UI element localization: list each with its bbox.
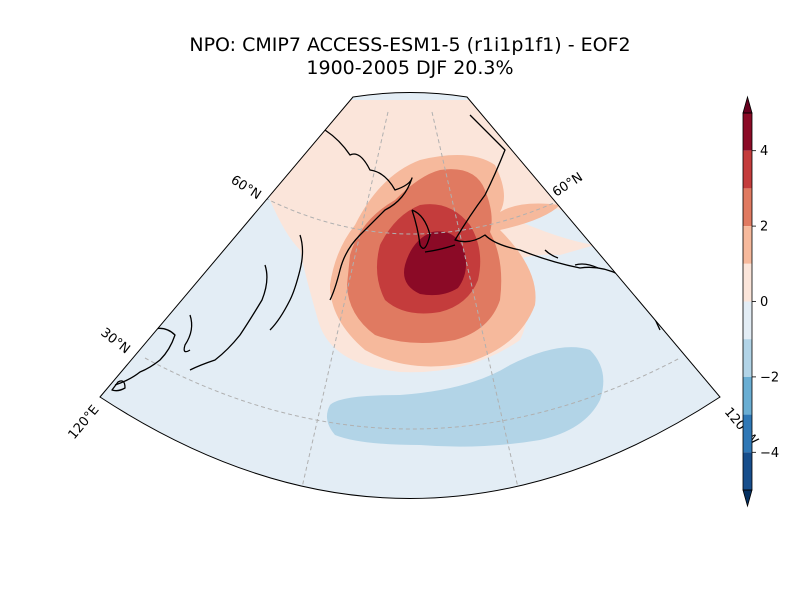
colorbar-level-1	[743, 150, 752, 189]
label-lon-120e: 120°E	[66, 403, 103, 443]
colorbar-tick-label-4: −4	[760, 446, 779, 461]
map-title: NPO: CMIP7 ACCESS-ESM1-5 (r1i1p1f1) - EO…	[0, 34, 800, 80]
coast-aleutians	[424, 244, 456, 253]
coast-siberia	[324, 129, 413, 301]
anomaly-band-neg-1-2	[326, 347, 604, 447]
label-lat-60-right: 60°N	[550, 170, 586, 200]
title-line-2: 1900-2005 DJF 20.3%	[306, 57, 514, 79]
label-lat-30-left: 30°N	[98, 325, 133, 357]
coast-bering-islands	[544, 249, 599, 269]
coast-japan	[189, 264, 268, 371]
colorbar-level-7	[743, 376, 752, 415]
coast-alaska	[454, 114, 661, 331]
title-line-1: NPO: CMIP7 ACCESS-ESM1-5 (r1i1p1f1) - EO…	[189, 34, 631, 56]
colorbar-tick-label-0: 4	[760, 144, 768, 159]
coast-hawaii	[517, 486, 541, 492]
anomaly-band-4-5	[404, 231, 466, 296]
colorbar-level-2	[743, 188, 752, 227]
colorbar-level-3	[743, 226, 752, 264]
colorbar-level-0	[743, 113, 752, 151]
colorbar-extend-min	[742, 489, 753, 508]
coast-kurils-sakhalin	[269, 234, 304, 331]
map-projection: 60°N 60°N 30°N 120°E 120°W	[66, 92, 761, 499]
colorbar: 4 2 0 −2 −4	[742, 95, 779, 508]
colorbar-level-6	[743, 339, 752, 377]
coast-kamchatka	[411, 209, 431, 249]
label-lat-60-left: 60°N	[228, 173, 264, 203]
colorbar-level-8	[743, 414, 752, 453]
colorbar-tick-label-2: 0	[760, 295, 768, 310]
graticule-lat-30	[144, 357, 681, 430]
colorbar-level-5	[743, 301, 752, 340]
colorbar-level-9	[743, 452, 752, 490]
label-lon-120w: 120°W	[721, 405, 761, 449]
coast-korea	[183, 314, 193, 353]
colorbar-tick-label-3: −2	[760, 370, 779, 385]
colorbar-extend-max	[742, 95, 753, 114]
coast-taiwan	[111, 380, 126, 392]
graticule	[144, 111, 681, 499]
colorbar-tick-label-1: 2	[760, 220, 768, 235]
coast-china	[114, 327, 176, 386]
colorbar-level-4	[743, 263, 752, 302]
graticule-lat-60	[264, 197, 566, 235]
map-boundary	[99, 92, 721, 499]
